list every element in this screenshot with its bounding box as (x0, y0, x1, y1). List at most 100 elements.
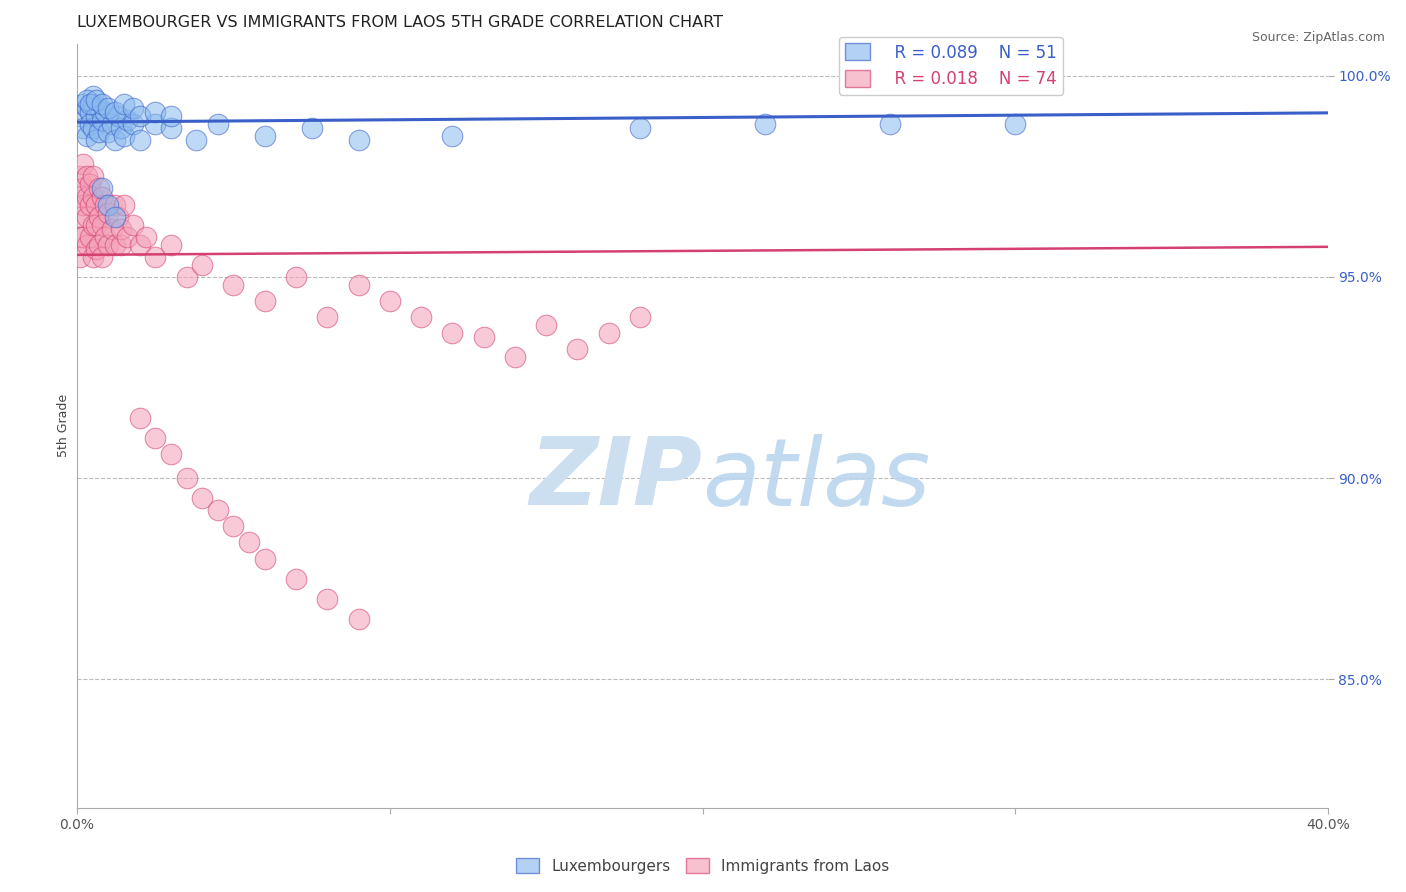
Point (112, 97, 135, 112)
Point (84, 133, 107, 147)
Point (84, 93, 107, 107)
Point (112, 129, 135, 144)
Point (82, 218, 104, 232)
Point (87, 210, 110, 224)
Point (91, 189, 114, 203)
Point (104, 210, 127, 224)
Text: atlas: atlas (703, 434, 931, 524)
Point (91, 113, 114, 128)
Point (253, 129, 276, 144)
Point (82, 89, 104, 103)
Point (143, 250, 166, 264)
Point (82, 121, 104, 136)
Point (84, 242, 107, 256)
Point (253, 551, 276, 566)
Point (628, 310, 651, 325)
Point (176, 270, 198, 285)
Point (97, 205, 120, 219)
Point (97, 101, 120, 115)
Point (79, 197, 101, 211)
Point (87, 125, 110, 139)
Point (441, 326, 464, 341)
Point (285, 572, 308, 586)
Point (135, 229, 157, 244)
Point (122, 117, 145, 131)
Point (110, 121, 132, 136)
Point (534, 318, 557, 333)
Point (143, 117, 166, 131)
Point (567, 343, 589, 357)
Point (411, 310, 433, 325)
Legend:   R = 0.089    N = 51,   R = 0.018    N = 74: R = 0.089 N = 51, R = 0.018 N = 74 (839, 37, 1063, 95)
Point (94, 229, 117, 244)
Point (94, 197, 117, 211)
Point (238, 535, 260, 549)
Point (128, 237, 150, 252)
Point (84, 197, 107, 211)
Point (122, 218, 145, 232)
Point (104, 197, 127, 211)
Point (441, 129, 464, 144)
Point (191, 491, 214, 506)
Point (76, 210, 98, 224)
Point (91, 181, 114, 195)
Point (100, 117, 122, 131)
Point (128, 109, 150, 123)
Text: ZIP: ZIP (530, 434, 703, 525)
Point (84, 109, 107, 123)
Point (79, 105, 101, 120)
Point (184, 133, 207, 147)
Point (72, 181, 94, 195)
Point (72, 97, 94, 112)
Point (91, 97, 114, 112)
Point (115, 229, 138, 244)
Point (160, 447, 183, 461)
Point (82, 189, 104, 203)
Point (115, 113, 138, 128)
Point (176, 471, 198, 485)
Point (160, 109, 183, 123)
Point (104, 105, 127, 120)
Point (72, 157, 94, 171)
Point (69, 109, 91, 123)
Point (598, 326, 620, 341)
Point (94, 105, 117, 120)
Point (754, 117, 776, 131)
Text: Source: ZipAtlas.com: Source: ZipAtlas.com (1251, 31, 1385, 45)
Point (97, 237, 120, 252)
Point (143, 105, 166, 120)
Legend: Luxembourgers, Immigrants from Laos: Luxembourgers, Immigrants from Laos (510, 852, 896, 880)
Point (1004, 117, 1026, 131)
Point (76, 189, 98, 203)
Point (69, 250, 91, 264)
Point (107, 210, 129, 224)
Point (253, 294, 276, 309)
Point (79, 117, 101, 131)
Point (122, 101, 145, 115)
Point (316, 310, 339, 325)
Point (97, 125, 120, 139)
Point (76, 101, 98, 115)
Point (79, 97, 101, 112)
Point (72, 197, 94, 211)
Point (79, 229, 101, 244)
Point (110, 221, 132, 235)
Point (222, 519, 245, 533)
Point (347, 612, 370, 626)
Point (207, 117, 229, 131)
Point (104, 133, 127, 147)
Point (72, 229, 94, 244)
Point (87, 101, 110, 115)
Point (107, 109, 129, 123)
Point (285, 270, 308, 285)
Point (503, 351, 526, 365)
Point (76, 169, 98, 184)
Point (128, 410, 150, 425)
Point (100, 221, 122, 235)
Point (82, 250, 104, 264)
Point (84, 218, 107, 232)
Point (628, 121, 651, 136)
Point (76, 237, 98, 252)
Point (82, 97, 104, 112)
Point (79, 178, 101, 192)
